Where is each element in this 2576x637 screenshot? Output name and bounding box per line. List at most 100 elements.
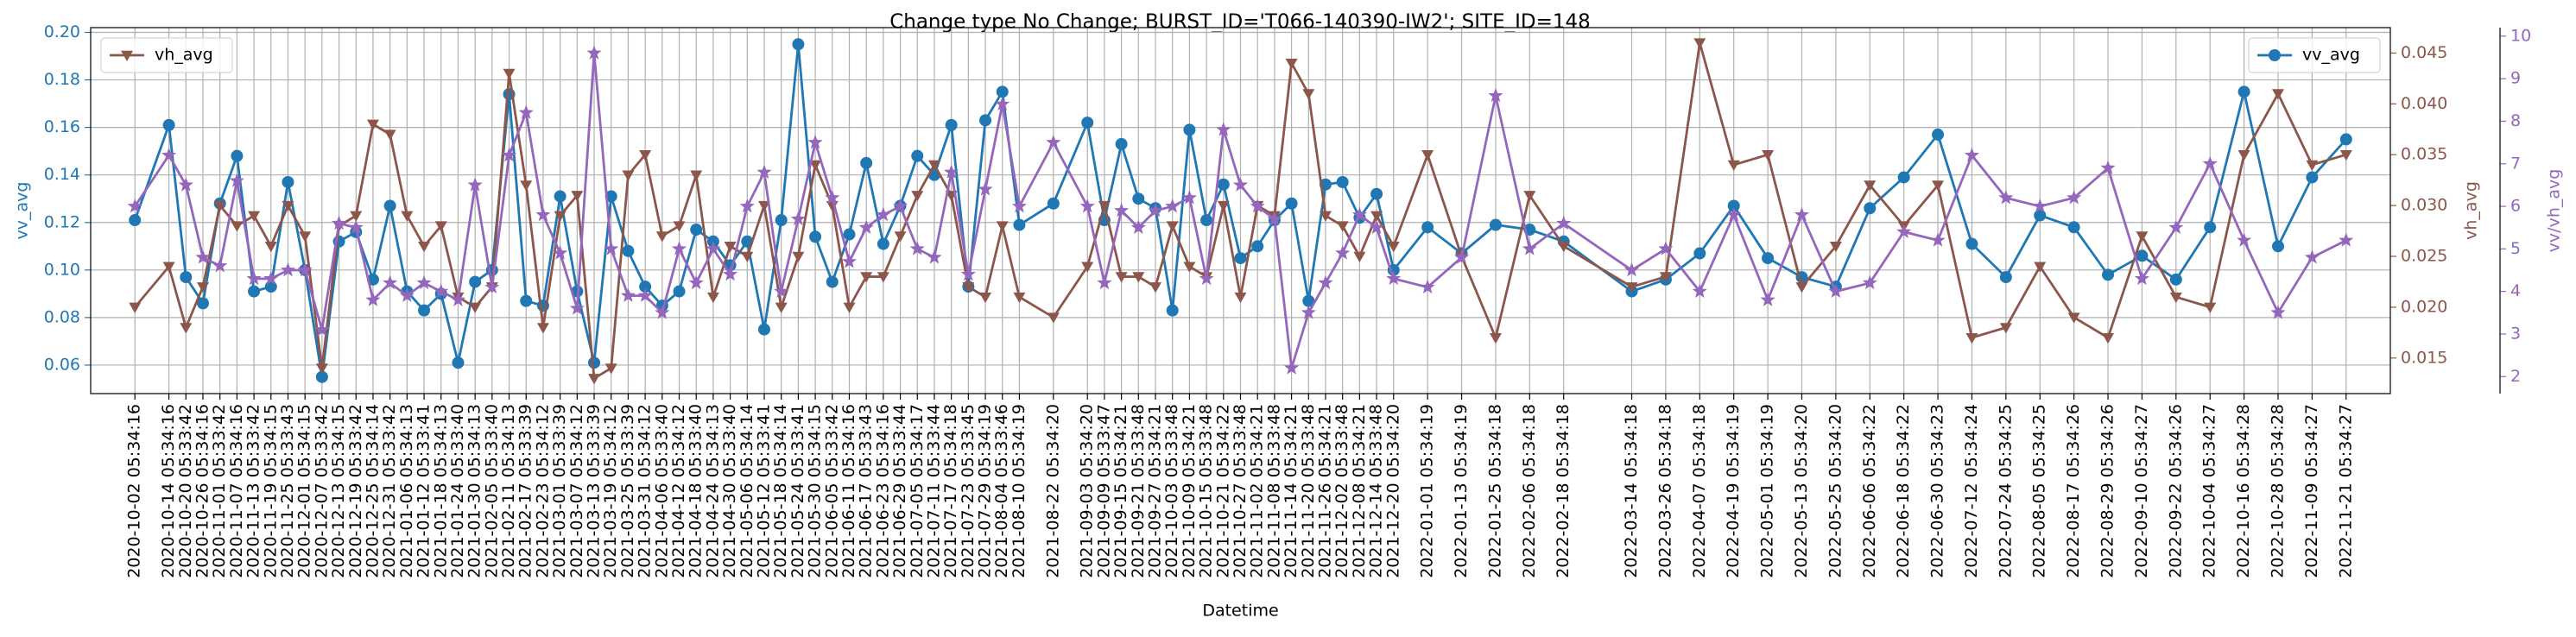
data-point [826,200,839,212]
x-tick-label: 2022-01-25 05:34:18 [1485,404,1504,578]
data-point [1864,180,1877,192]
x-tick-label: 2020-12-01 05:34:15 [295,404,314,578]
x-tick-label: 2022-10-04 05:34:27 [2200,404,2219,578]
x-tick-label: 2021-05-12 05:33:41 [754,404,773,578]
data-point [2306,160,2319,171]
data-point [1250,199,1265,213]
y-tick-label: 0.06 [44,355,80,374]
data-point [1999,271,2012,284]
y3-tick-label: 7 [2510,154,2521,173]
data-point [1047,197,1060,210]
data-point [825,190,840,205]
data-point [196,297,209,310]
data-point [1727,199,1740,212]
x-tick-label: 2021-02-11 05:34:13 [499,404,518,578]
data-point [1932,180,1945,192]
data-point [1234,252,1247,265]
data-point [1081,117,1094,129]
data-point [995,96,1010,111]
data-point [553,245,568,260]
x-tick-label: 2022-07-24 05:34:25 [1996,404,2015,578]
data-point [1932,128,1945,141]
data-point [554,190,566,203]
data-point [724,241,737,253]
x-tick-label: 2021-08-22 05:34:20 [1043,404,1062,578]
data-point [264,241,277,253]
x-tick-label: 2022-05-13 05:34:20 [1792,404,1811,578]
x-tick-label: 2022-10-28 05:34:28 [2269,404,2288,578]
data-point [1115,272,1128,283]
data-point [1199,270,1214,286]
data-point [1047,312,1060,324]
data-point [756,164,772,179]
data-point [1658,241,1674,255]
data-point [741,251,754,262]
data-point [1302,294,1315,307]
data-point [418,304,431,317]
x-tick-label: 2022-04-19 05:34:19 [1724,404,1743,578]
data-point [315,370,328,383]
data-point [180,271,193,284]
data-point [264,281,277,293]
data-point [1556,215,1572,230]
data-point [2168,219,2184,234]
data-point [2067,312,2080,324]
legend: vv_avg [2248,37,2381,73]
y3-tick-label: 5 [2510,239,2521,258]
x-tick-label: 2021-03-19 05:34:12 [601,404,620,578]
y2-tick-label: 0.040 [2401,94,2447,113]
data-point [518,104,534,119]
data-point [927,249,942,264]
data-point [450,292,466,306]
y-tick-label: 0.08 [44,307,80,326]
y-tick-label: 0.16 [44,117,80,136]
data-point [909,241,925,255]
x-tick-label: 2021-07-17 05:34:18 [941,404,960,578]
data-point [1828,283,1844,298]
data-point [1234,292,1247,304]
x-tick-label: 2021-03-13 05:33:39 [585,404,604,578]
y3-tick-label: 8 [2510,111,2521,130]
data-point [1166,221,1179,232]
x-tick-label: 2021-11-14 05:34:21 [1282,404,1301,578]
data-point [1336,175,1349,188]
y3-tick-label: 2 [2510,367,2521,386]
data-point [1132,272,1145,283]
data-point [809,230,822,243]
plot-frame [90,27,2391,394]
data-point [1386,270,1402,286]
x-tick-label: 2021-06-23 05:34:16 [873,404,892,578]
x-tick-label: 2020-10-02 05:34:16 [125,404,144,578]
data-point [1420,279,1435,294]
x-tick-label: 2021-03-01 05:33:39 [550,404,569,578]
data-point [315,363,328,375]
data-point [129,214,142,227]
data-point [655,305,670,319]
x-tick-label: 2022-08-05 05:34:25 [2030,404,2049,578]
x-tick-label: 2020-11-01 05:33:42 [210,404,229,578]
data-point [911,149,924,162]
data-point [452,356,465,369]
data-point [332,215,347,230]
x-tick-label: 2022-09-22 05:34:26 [2166,404,2185,578]
data-point [1013,218,1026,231]
data-point [2202,155,2218,171]
data-point [1166,304,1179,317]
x-tick-label: 2020-12-31 05:33:42 [380,404,399,578]
x-tick-label: 2020-11-25 05:33:43 [278,404,297,578]
x-tick-label: 2020-11-19 05:34:15 [261,404,280,578]
data-point [841,254,858,268]
data-point [2169,292,2182,304]
data-point [2032,199,2048,213]
data-point [280,262,296,277]
x-tick-label: 2021-10-21 05:34:22 [1213,404,1232,578]
data-point [894,231,907,243]
data-point [162,118,175,131]
data-point [2237,232,2252,247]
x-axis-label: Datetime [1202,602,1278,621]
data-point [1522,241,1537,255]
data-point [671,241,687,255]
x-tick-label: 2022-03-14 05:34:18 [1622,404,1641,578]
data-point [282,200,294,212]
data-point [979,292,992,304]
